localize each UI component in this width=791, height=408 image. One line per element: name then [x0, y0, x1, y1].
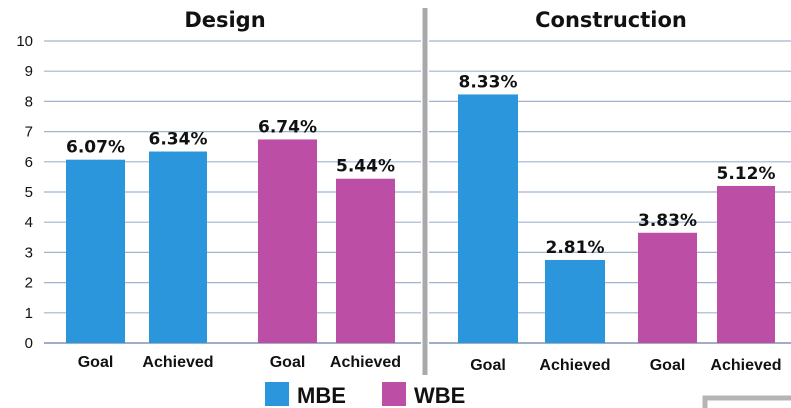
bar-construction-wbe-achieved [717, 185, 775, 343]
legend-swatch-mbe [265, 382, 289, 406]
data-label: 5.12% [717, 164, 776, 184]
y-tick-label: 5 [25, 184, 33, 201]
y-axis-ticks: 0 1 2 3 4 5 6 7 8 9 10 [16, 33, 33, 352]
bar-design-mbe-goal [66, 159, 125, 343]
x-axis-labels: Goal Achieved Goal Achieved Goal Achieved Goal… [78, 354, 782, 374]
y-tick-label: 0 [25, 335, 33, 352]
y-tick-label: 7 [25, 124, 33, 141]
x-tick-label: Achieved [330, 354, 401, 371]
data-label: 6.34% [149, 130, 208, 150]
panel-title-design: Design [184, 8, 265, 32]
legend-swatch-wbe [382, 382, 406, 406]
bars [66, 94, 775, 343]
bar-design-mbe-achieved [149, 151, 207, 343]
bar-design-wbe-goal [258, 139, 317, 343]
panel-title-construction: Construction [535, 8, 687, 32]
x-tick-label: Goal [78, 354, 114, 371]
x-tick-label: Achieved [710, 357, 781, 374]
data-label: 6.74% [258, 117, 317, 137]
data-labels: 6.07% 6.34% 6.74% 5.44% 8.33% 2.81% 3.83% 5.12% [66, 72, 775, 257]
legend-label-wbe: WBE [414, 383, 465, 408]
y-tick-label: 8 [25, 93, 33, 110]
bar-construction-wbe-goal [638, 232, 697, 343]
x-tick-label: Achieved [539, 357, 610, 374]
x-tick-label: Achieved [142, 354, 213, 371]
data-label: 6.07% [66, 138, 125, 158]
data-label: 2.81% [546, 238, 605, 258]
bar-construction-mbe-achieved [545, 259, 605, 343]
legend: MBE WBE [265, 382, 465, 408]
x-tick-label: Goal [270, 354, 306, 371]
y-tick-label: 6 [25, 154, 33, 171]
data-label: 8.33% [459, 72, 518, 92]
y-tick-label: 1 [25, 305, 33, 322]
data-label: 5.44% [336, 157, 395, 177]
corner-frame-decoration [702, 395, 791, 408]
y-tick-label: 4 [25, 214, 33, 231]
bar-construction-mbe-goal [458, 94, 518, 343]
y-tick-label: 2 [25, 275, 33, 292]
bar-design-wbe-achieved [336, 178, 395, 343]
y-tick-label: 10 [16, 33, 33, 50]
x-tick-label: Goal [650, 357, 686, 374]
y-tick-label: 9 [25, 63, 33, 80]
y-tick-label: 3 [25, 244, 33, 261]
data-label: 3.83% [638, 211, 697, 231]
x-tick-label: Goal [470, 357, 506, 374]
legend-label-mbe: MBE [297, 383, 346, 408]
